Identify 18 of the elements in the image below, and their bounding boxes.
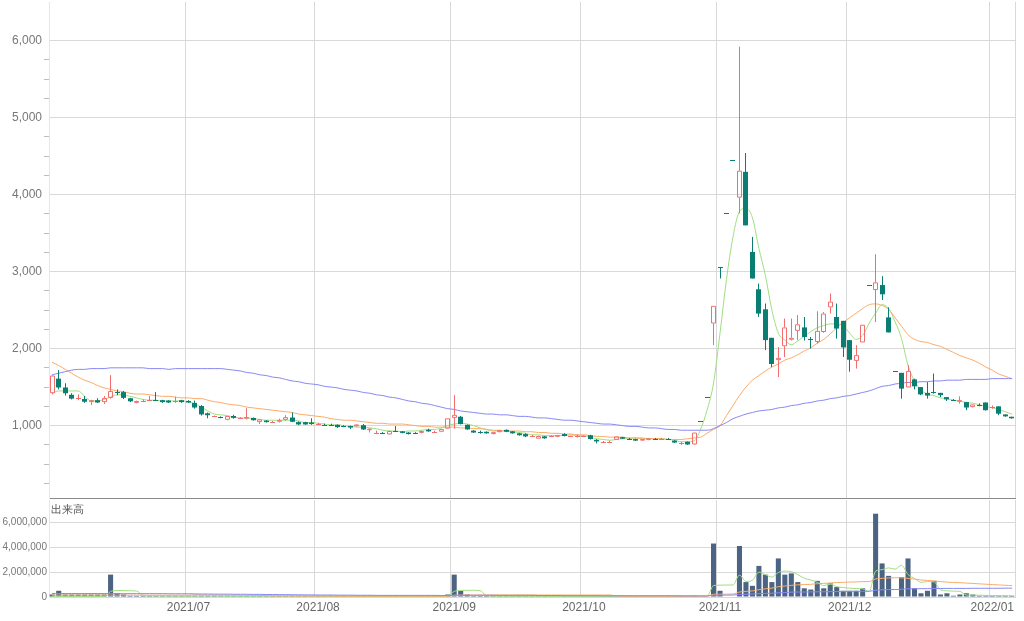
y-tick-label: 0: [41, 590, 48, 602]
y-tick-label: 4,000,000: [2, 541, 48, 553]
x-tick-label: 2021/12: [827, 599, 872, 614]
y-tick-label: 6,000: [11, 32, 43, 47]
x-tick-label: 2021/07: [166, 599, 211, 614]
x-tick-label: 2021/09: [432, 599, 477, 614]
y-tick-label: 2,000,000: [2, 565, 48, 577]
y-axis-title: 出来高: [51, 503, 84, 516]
y-tick-label: 1,000: [11, 417, 43, 432]
x-tick-label: 2022/01: [970, 599, 1015, 614]
x-tick-label: 2021/10: [562, 599, 606, 614]
y-tick-label: 3,000: [11, 263, 43, 278]
x-tick-label: 2021/11: [698, 599, 742, 614]
x-tick-label: 2021/08: [296, 599, 341, 614]
y-tick-label: 2,000: [11, 340, 43, 355]
y-tick-label: 4,000: [11, 186, 43, 201]
y-tick-label: 6,000,000: [2, 516, 48, 528]
y-tick-label: 5,000: [11, 109, 43, 124]
